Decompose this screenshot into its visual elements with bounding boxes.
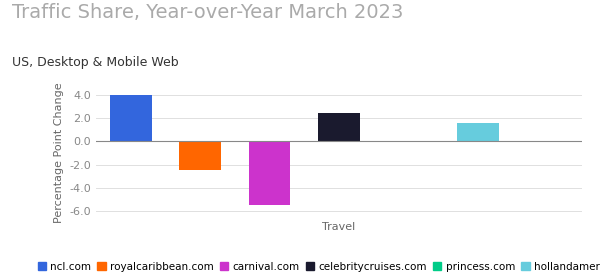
Bar bbox=[179, 141, 221, 170]
Bar bbox=[110, 95, 152, 141]
Y-axis label: Percentage Point Change: Percentage Point Change bbox=[54, 83, 64, 223]
Legend: virginvoyages.com: virginvoyages.com bbox=[279, 276, 399, 278]
Bar bbox=[249, 141, 290, 205]
Bar bbox=[457, 123, 499, 141]
Text: Traffic Share, Year-over-Year March 2023: Traffic Share, Year-over-Year March 2023 bbox=[12, 3, 403, 22]
X-axis label: Travel: Travel bbox=[322, 222, 356, 232]
Text: US, Desktop & Mobile Web: US, Desktop & Mobile Web bbox=[12, 56, 179, 69]
Bar bbox=[318, 113, 360, 141]
